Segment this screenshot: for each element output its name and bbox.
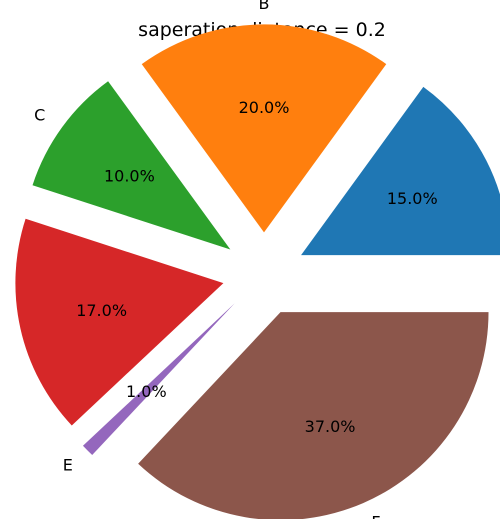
category-label-e: E (63, 456, 73, 475)
category-label-c: C (34, 106, 45, 125)
pie-slice-f (138, 312, 489, 519)
percent-label-a: 15.0% (387, 189, 438, 208)
pie-slice-d (15, 218, 224, 426)
percent-label-d: 17.0% (76, 301, 127, 320)
pie-slice-e (82, 303, 235, 456)
percent-label-b: 20.0% (239, 98, 290, 117)
pie-slice-a (301, 86, 500, 256)
percent-label-e: 1.0% (126, 382, 167, 401)
pie-slice-c (32, 81, 231, 250)
category-label-f: F (371, 513, 380, 519)
pie-slice-b (141, 24, 387, 233)
pie-slices (15, 24, 500, 519)
percent-label-f: 37.0% (305, 417, 356, 436)
category-label-b: B (259, 0, 270, 13)
percent-label-c: 10.0% (104, 167, 155, 186)
